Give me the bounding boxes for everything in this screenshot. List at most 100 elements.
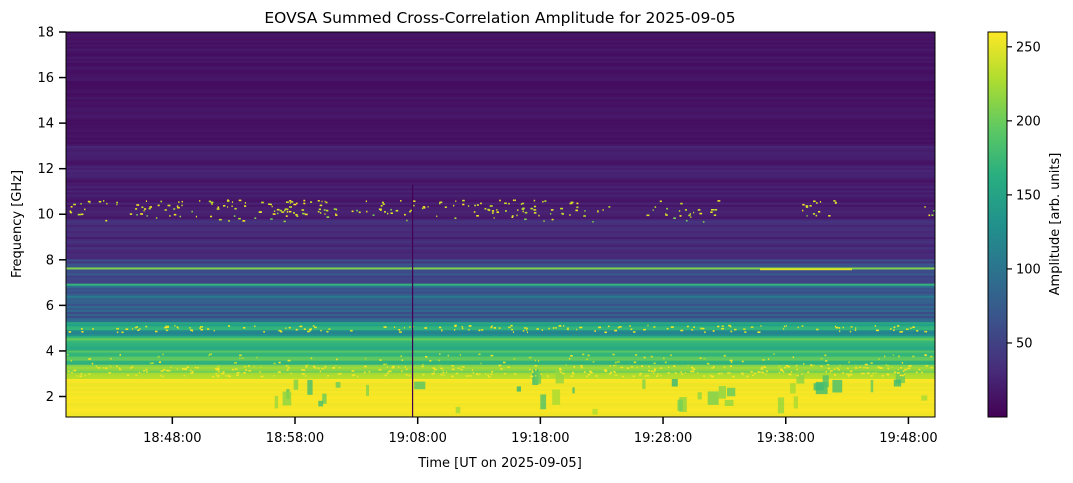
heatmap-speckle [697,372,699,374]
heatmap-speckle [529,368,531,371]
heatmap-speckle [878,358,880,360]
heatmap-speckle [594,330,596,332]
heatmap-speckle [491,212,494,214]
heatmap-speckle [158,361,161,363]
heatmap-speckle [443,374,445,377]
colorbar [987,31,1008,418]
heatmap-band [66,354,935,357]
heatmap-speckle [825,371,827,373]
heatmap-speckle [496,209,498,211]
heatmap-speckle [890,366,893,368]
heatmap-speckle [732,375,735,378]
heatmap-speckle [314,367,317,369]
heatmap-speckle [619,326,622,328]
heatmap-speckle [529,375,533,378]
heatmap-speckle [277,371,281,373]
heatmap-speckle [570,375,574,378]
heatmap-speckle [643,356,646,359]
heatmap-speckle [474,204,476,207]
heatmap-speckle [610,371,613,374]
heatmap-speckle [504,202,507,205]
heatmap-speckle [505,210,507,212]
heatmap-speckle [681,373,684,375]
heatmap-band [66,34,935,37]
heatmap-band [66,342,935,345]
heatmap-speckle [523,327,527,329]
heatmap-speckle [309,329,311,332]
heatmap-speckle [119,354,121,356]
heatmap-speckle [372,214,375,216]
heatmap-speckle [925,365,929,367]
heatmap-speckle [613,370,615,373]
heatmap-speckle [484,208,487,210]
heatmap-variation [414,381,426,390]
heatmap-speckle [729,359,733,362]
heatmap-variation [293,379,299,390]
heatmap-band [66,295,935,298]
heatmap-speckle [378,208,382,210]
heatmap-speckle [339,366,341,369]
heatmap-speckle [905,328,909,330]
heatmap-band [66,388,935,392]
heatmap-speckle [546,375,549,377]
heatmap-band [66,226,935,229]
heatmap-speckle [260,375,264,378]
heatmap-speckle [278,361,281,364]
heatmap-band [66,242,935,246]
heatmap-speckle [678,210,681,212]
heatmap-band [66,44,935,47]
heatmap-speckle [238,217,241,220]
heatmap-speckle [409,210,411,213]
heatmap-speckle [217,368,220,370]
heatmap-speckle [702,375,706,377]
heatmap-band [66,311,935,315]
heatmap-speckle [135,374,138,377]
heatmap-speckle [217,374,220,377]
heatmap-speckle [643,328,646,331]
heatmap-speckle [839,364,841,367]
heatmap-speckle [439,202,441,205]
heatmap-band [66,414,935,417]
heatmap-speckle [879,367,881,369]
heatmap-speckle [244,205,247,207]
heatmap-speckle [785,365,789,367]
heatmap-speckle [721,325,724,327]
heatmap-speckle [513,358,516,360]
heatmap-speckle [337,373,341,375]
heatmap-speckle [904,373,906,375]
colorbar-axis: 50 100 150 200 250 [1007,40,1041,351]
heatmap-band [66,68,935,71]
heatmap-speckle [164,209,167,211]
heatmap-speckle [227,374,230,377]
heatmap-speckle [145,368,148,371]
heatmap-speckle [780,368,783,371]
heatmap-speckle [699,357,702,359]
heatmap-speckle [70,359,72,362]
heatmap-speckle [304,213,308,216]
heatmap-speckle [760,368,764,370]
heatmap-speckle [812,364,816,367]
heatmap-variation [671,378,678,387]
heatmap-speckle [98,200,102,203]
heatmap-speckle [491,370,494,373]
heatmap-speckle [200,326,204,328]
heatmap-speckle [334,365,337,367]
heatmap-speckle [162,353,164,356]
heatmap-band [66,32,935,35]
heatmap-speckle [709,374,712,377]
heatmap-speckle [401,359,404,361]
heatmap-speckle [863,366,866,369]
heatmap-speckle [400,355,403,357]
heatmap-speckle [931,214,934,216]
heatmap-speckle [80,213,84,216]
heatmap-speckle [438,359,441,362]
heatmap-speckle [438,364,442,367]
colorbar-tick-label: 250 [1016,40,1041,55]
heatmap-variation [718,386,726,399]
heatmap-speckle [317,367,320,370]
heatmap-speckle [73,369,77,372]
heatmap-speckle [510,324,513,327]
heatmap-speckle [390,212,392,214]
heatmap-speckle [818,211,821,213]
heatmap-band [66,275,935,278]
